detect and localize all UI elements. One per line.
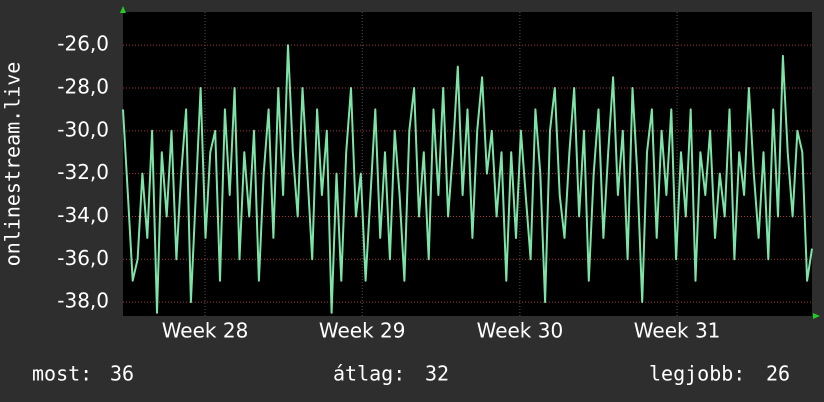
- x-tick-label: Week 30: [477, 319, 564, 343]
- summary-label: átlag:: [333, 362, 405, 386]
- data-line: [122, 44, 813, 314]
- x-tick-label: Week 29: [319, 319, 406, 343]
- summary-label: most:: [32, 362, 92, 386]
- y-tick-label: -30,0: [57, 117, 109, 141]
- y-tick-label: -38,0: [57, 289, 109, 313]
- y-tick-label: -36,0: [57, 246, 109, 270]
- axis-arrow: [813, 313, 820, 319]
- y-tick-label: -26,0: [57, 32, 109, 56]
- x-tick-label: Week 31: [634, 319, 721, 343]
- x-tick-label: Week 28: [162, 319, 249, 343]
- summary: most: 36 átlag: 32 legjobb: 26: [32, 362, 790, 386]
- summary-value: 26: [766, 362, 790, 386]
- summary-value: 36: [110, 362, 134, 386]
- y-tick-label: -32,0: [57, 160, 109, 184]
- axis-arrow: [120, 6, 126, 13]
- y-tick-label: -28,0: [57, 75, 109, 99]
- summary-label: legjobb:: [649, 362, 745, 386]
- y-tick-label: -34,0: [57, 203, 109, 227]
- y-axis-label: onlinestream.live: [1, 62, 25, 267]
- summary-value: 32: [425, 362, 449, 386]
- plot-area: [123, 12, 812, 316]
